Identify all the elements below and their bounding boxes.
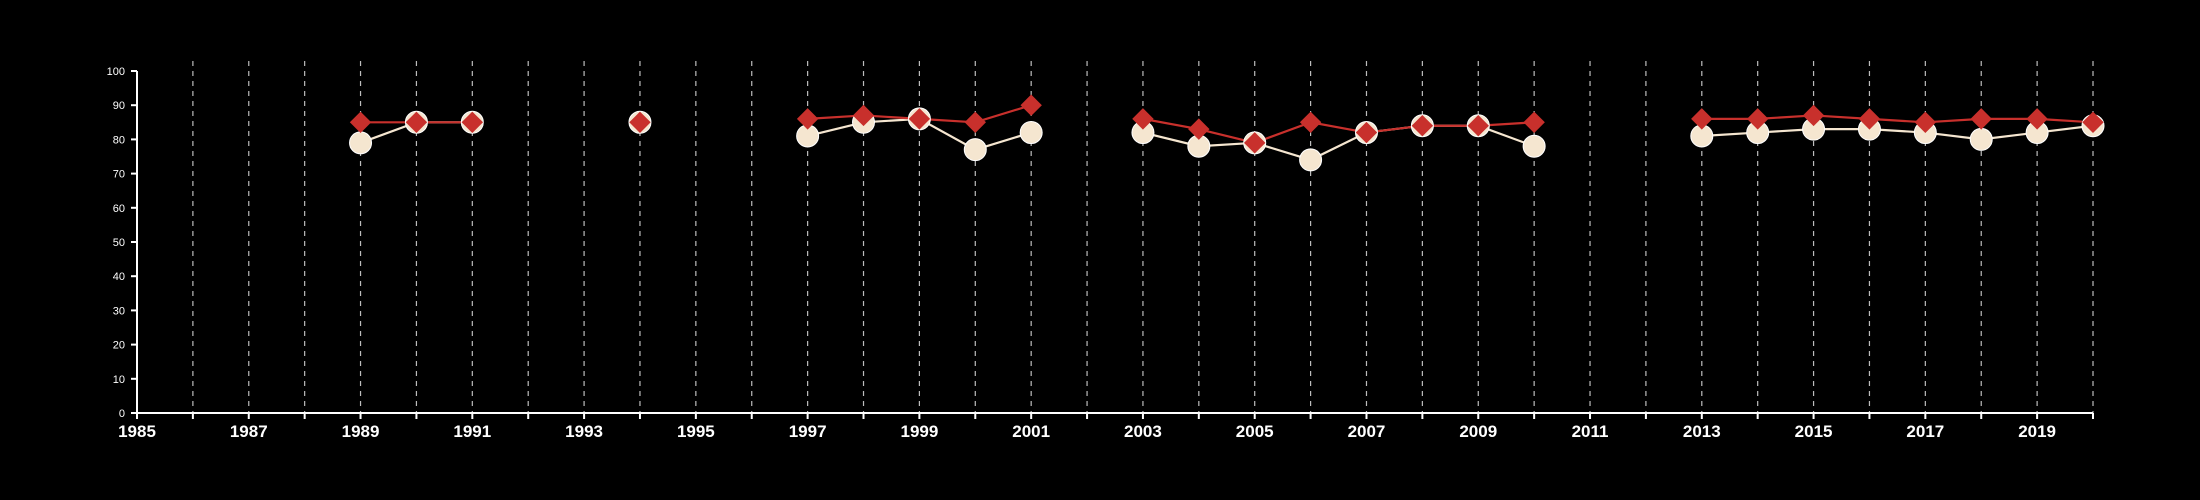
data-point-diamond <box>1523 111 1545 134</box>
data-point-circle <box>963 138 987 162</box>
data-point-diamond <box>796 108 819 130</box>
x-tick-label: 1991 <box>453 422 491 441</box>
data-point-diamond <box>461 111 484 134</box>
x-tick-label: 2015 <box>1795 422 1833 441</box>
y-tick-label: 100 <box>107 66 125 78</box>
data-point-diamond <box>964 111 986 134</box>
data-point-diamond <box>629 111 651 134</box>
data-point-circle <box>1299 148 1323 172</box>
y-tick-label: 30 <box>113 305 125 317</box>
data-point-diamond <box>1746 108 1769 130</box>
data-point-diamond <box>1188 118 1210 140</box>
x-tick-label: 1995 <box>677 422 715 441</box>
x-tick-label: 1985 <box>118 422 156 441</box>
data-point-diamond <box>1132 108 1154 130</box>
x-tick-label: 1989 <box>342 422 380 441</box>
data-point-diamond <box>2082 111 2104 134</box>
data-point-diamond <box>1914 111 1937 134</box>
data-point-diamond <box>1802 104 1825 127</box>
x-tick-label: 2001 <box>1012 422 1050 441</box>
x-tick-label: 1997 <box>789 422 827 441</box>
data-point-diamond <box>1355 121 1378 144</box>
series-circle <box>360 117 2094 162</box>
data-point-circle <box>1019 121 1043 145</box>
data-point-diamond <box>2026 108 2048 130</box>
data-point-diamond <box>1858 108 1881 130</box>
x-tick-label: 1993 <box>565 422 603 441</box>
x-tick-label: 2003 <box>1124 422 1162 441</box>
series-markers-diamond <box>349 94 2104 154</box>
series <box>349 94 2105 172</box>
data-point-diamond <box>1299 111 1322 134</box>
x-tick-label: 2019 <box>2018 422 2056 441</box>
y-tick-label: 20 <box>113 340 125 352</box>
x-tick-label: 2005 <box>1236 422 1274 441</box>
x-tick-label: 1987 <box>230 422 268 441</box>
x-tick-label: 2013 <box>1683 422 1721 441</box>
y-tick-label: 40 <box>113 271 125 283</box>
data-point-diamond <box>349 111 372 134</box>
data-point-diamond <box>1467 115 1489 137</box>
x-tick-label: 2007 <box>1348 422 1386 441</box>
data-point-diamond <box>1970 108 1992 130</box>
y-tick-label: 10 <box>113 374 125 386</box>
data-point-diamond <box>908 108 931 130</box>
data-point-diamond <box>1411 115 1434 137</box>
y-tick-label: 0 <box>119 408 125 420</box>
data-point-diamond <box>1691 108 1713 130</box>
x-ticks: 1985 1987 1989 1991 1993 1995 1997 1999 2001 2003… <box>118 413 2094 441</box>
data-point-diamond <box>852 104 875 127</box>
y-tick-label: 90 <box>113 100 125 112</box>
y-tick-label: 80 <box>113 134 125 146</box>
vertical-grid <box>192 61 2094 413</box>
data-point-circle <box>1969 127 1993 151</box>
y-tick-label: 60 <box>113 203 125 215</box>
x-tick-label: 1999 <box>900 422 938 441</box>
x-tick-label: 2009 <box>1459 422 1497 441</box>
y-tick-label: 70 <box>113 169 125 181</box>
data-point-diamond <box>1244 132 1266 154</box>
data-point-diamond <box>1020 94 1042 116</box>
series-diamond <box>360 104 2094 144</box>
data-point-diamond <box>405 111 428 134</box>
data-point-circle <box>1522 134 1546 158</box>
y-tick-label: 50 <box>113 237 125 249</box>
x-tick-label: 2017 <box>1906 422 1944 441</box>
data-point-circle <box>349 131 373 155</box>
x-tick-label: 2011 <box>1572 422 1609 441</box>
y-ticks: 0 10 20 30 40 50 60 70 80 90 100 <box>107 66 137 420</box>
